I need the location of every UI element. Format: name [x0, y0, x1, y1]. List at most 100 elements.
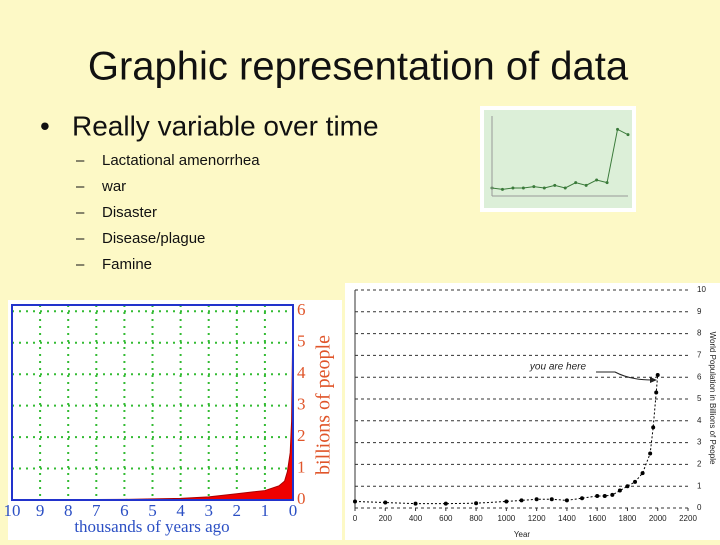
x-tick-label: 400: [409, 514, 423, 523]
x-tick-label: 8: [64, 501, 73, 520]
x-tick-label: 0: [353, 514, 358, 523]
dash: –: [76, 178, 85, 195]
point: [633, 479, 638, 484]
point: [504, 499, 509, 504]
x-tick-label: 1600: [588, 514, 606, 523]
x-tick-label: 1200: [528, 514, 546, 523]
line: [491, 128, 629, 190]
right-chart-bg: [345, 283, 720, 540]
point: [616, 127, 620, 131]
point: [353, 499, 357, 504]
point: [553, 183, 557, 187]
point: [595, 494, 600, 499]
sub-item: Disease/plague: [102, 230, 205, 247]
dash: –: [76, 204, 85, 221]
point: [580, 496, 585, 501]
dash: –: [76, 152, 85, 169]
sub-list: – Lactational amenorrhea– war– Disaster– Dis…: [76, 152, 260, 273]
x-tick-label: 4: [176, 501, 185, 520]
annotation-arrow: [596, 371, 653, 381]
x-tick-label: 200: [379, 514, 393, 523]
slide-title: Graphic representation of data: [88, 45, 629, 89]
point: [654, 390, 659, 395]
point: [584, 183, 588, 187]
y-tick-label: 9: [697, 307, 702, 316]
y-tick-label: 6: [697, 372, 702, 381]
point: [564, 498, 569, 503]
point: [532, 185, 536, 189]
y-tick-label: 1: [697, 481, 702, 490]
x-tick-label: 1800: [619, 514, 637, 523]
plot-frame: [11, 304, 294, 501]
sub-item: war: [101, 178, 126, 195]
x-tick-label: 10: [4, 501, 21, 520]
thumbnail-bg: [484, 110, 632, 208]
x-tick-label: 7: [92, 501, 101, 520]
point: [648, 451, 653, 456]
y-tick-label: 2: [697, 460, 702, 469]
x-tick-label: 0: [289, 501, 298, 520]
x-tick-label: 3: [204, 501, 213, 520]
point: [595, 178, 599, 182]
point: [511, 186, 515, 190]
point: [655, 373, 660, 378]
point: [500, 187, 504, 191]
bullet-dot: •: [40, 110, 50, 141]
x-tick-label: 600: [439, 514, 453, 523]
arrow-head: [650, 377, 657, 383]
point: [534, 497, 539, 502]
point: [549, 497, 554, 502]
point: [413, 501, 418, 506]
point: [625, 484, 630, 489]
x-tick-label: 1000: [497, 514, 515, 523]
x-tick-label: 1400: [558, 514, 576, 523]
x-tick-label: 5: [148, 501, 157, 520]
point: [574, 181, 578, 185]
y-tick-label: 4: [697, 416, 702, 425]
point: [474, 501, 479, 506]
point: [640, 471, 645, 476]
y-tick-label: 0: [697, 503, 702, 512]
y-tick-label: 1: [297, 457, 306, 476]
line: [354, 374, 659, 505]
y-axis-label: World Population in Billions of People: [708, 332, 717, 465]
x-tick-label: 800: [469, 514, 483, 523]
y-tick-label: 5: [297, 332, 306, 351]
point: [605, 181, 609, 185]
point: [443, 501, 448, 506]
y-tick-label: 0: [297, 489, 306, 508]
x-tick-label: 9: [36, 501, 45, 520]
point: [519, 498, 524, 503]
y-tick-label: 2: [297, 426, 306, 445]
y-tick-label: 4: [297, 363, 306, 382]
bullet-text: Really variable over time: [72, 110, 379, 141]
point: [521, 186, 525, 190]
x-tick-label: 1: [261, 501, 270, 520]
point: [610, 492, 615, 497]
point: [383, 500, 388, 505]
x-tick-label: 2200: [679, 514, 697, 523]
point: [542, 186, 546, 190]
sub-item: Disaster: [102, 204, 157, 221]
point: [602, 494, 607, 499]
point: [617, 488, 622, 493]
y-tick-label: 10: [697, 285, 706, 294]
point: [651, 425, 656, 430]
x-tick-label: 2: [233, 501, 242, 520]
annotation: you are here: [529, 362, 587, 373]
x-axis-label: Year: [514, 530, 531, 539]
sub-item: Lactational amenorrhea: [102, 152, 260, 169]
dash: –: [76, 256, 85, 273]
sub-item: Famine: [102, 256, 152, 273]
y-tick-label: 6: [297, 300, 306, 319]
y-tick-label: 5: [697, 394, 702, 403]
x-tick-label: 6: [120, 501, 129, 520]
y-tick-label: 7: [697, 351, 702, 360]
x-axis-label: thousands of years ago: [74, 517, 229, 536]
x-tick-label: 2000: [649, 514, 667, 523]
y-tick-label: 3: [697, 438, 702, 447]
point: [563, 186, 567, 190]
point: [626, 133, 630, 137]
